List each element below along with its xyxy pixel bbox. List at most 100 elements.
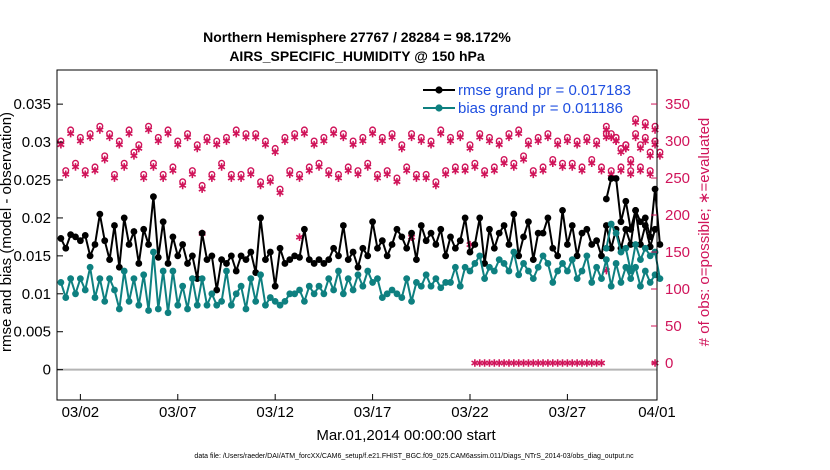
rmse-point-0-77 bbox=[432, 241, 440, 248]
obs-evaluated-marker-3-2 bbox=[62, 170, 70, 179]
bias-point-0-118 bbox=[632, 263, 639, 271]
obs-evaluated-marker-3-66 bbox=[373, 174, 382, 182]
bias-point-0-31 bbox=[208, 290, 216, 298]
rmse-point-0-52 bbox=[310, 260, 318, 267]
bias-point-0-61 bbox=[354, 271, 362, 279]
rmse-point-0-103 bbox=[559, 206, 566, 214]
obs-evaluated-marker-3-28 bbox=[188, 170, 197, 179]
obs-evaluated-marker-3-8 bbox=[91, 166, 99, 175]
bias-point-0-64 bbox=[369, 279, 376, 286]
rmse-point-0-82 bbox=[456, 237, 464, 245]
bias-point-0-41 bbox=[257, 271, 264, 279]
bias-point-1-1 bbox=[607, 220, 615, 228]
obs-evaluated-marker-3-34 bbox=[217, 163, 226, 171]
rmse-point-0-92 bbox=[505, 241, 513, 248]
bias-point-0-91 bbox=[500, 260, 508, 267]
obs-evaluated-marker-3-6 bbox=[81, 170, 89, 179]
bias-point-0-15 bbox=[130, 275, 138, 283]
rmse-point-0-66 bbox=[378, 237, 386, 245]
rmse-point-0-90 bbox=[495, 229, 503, 237]
bias-point-0-92 bbox=[505, 267, 513, 275]
bias-point-0-34 bbox=[223, 267, 230, 275]
bias-point-0-70 bbox=[398, 294, 406, 301]
rmse-point-0-98 bbox=[534, 229, 542, 237]
obs-evaluated-marker-3-58 bbox=[334, 174, 343, 182]
bias-point-0-42 bbox=[262, 301, 269, 309]
obs-evaluated-marker-3-89 bbox=[485, 137, 494, 145]
obs-evaluated-marker-3-12 bbox=[110, 174, 119, 182]
rmse-point-0-6 bbox=[86, 252, 94, 260]
bias-point-0-94 bbox=[515, 271, 523, 279]
rmse-point-0-42 bbox=[262, 256, 269, 264]
obs-evaluated-marker-3-14 bbox=[120, 163, 128, 171]
bias-point-0-100 bbox=[544, 260, 552, 267]
obs-evaluated-marker-3-37 bbox=[232, 129, 240, 138]
bias-point-0-88 bbox=[486, 263, 493, 271]
bias-point-0-72 bbox=[408, 297, 415, 305]
rmse-point-0-75 bbox=[422, 237, 430, 245]
obs-evaluated-marker-3-24 bbox=[169, 166, 177, 175]
obs-evaluated-marker-3-101 bbox=[544, 133, 552, 142]
obs-evaluated-marker-3-44 bbox=[266, 177, 275, 186]
obs-evaluated-marker-3-124 bbox=[602, 126, 611, 134]
obs-evaluated-marker-3-19 bbox=[144, 126, 153, 134]
bias-point-0-51 bbox=[305, 282, 313, 290]
rmse-point-0-39 bbox=[247, 248, 255, 256]
rmse-point-0-97 bbox=[529, 256, 537, 264]
obs-evaluated-marker-3-81 bbox=[446, 137, 455, 145]
chart-title: Northern Hemisphere 27767 / 28284 = 98.1… bbox=[203, 29, 511, 45]
rmse-point-0-64 bbox=[369, 218, 376, 226]
rmse-point-1-0 bbox=[602, 195, 610, 203]
obs-evaluated-marker-3-77 bbox=[427, 140, 435, 149]
bias-point-0-6 bbox=[86, 263, 94, 271]
obs-evaluated-marker-3-79 bbox=[437, 129, 445, 138]
x-tick-label-6: 04/01 bbox=[638, 404, 676, 421]
y-tick-label-6: 0.03 bbox=[22, 134, 51, 151]
rmse-point-1-8 bbox=[641, 214, 649, 222]
y-tick-label-3: 0.015 bbox=[13, 248, 51, 265]
y-tick-label-0: 0 bbox=[43, 362, 51, 379]
rmse-point-1-11 bbox=[656, 241, 664, 248]
rmse-point-0-17 bbox=[140, 225, 148, 233]
bias-point-0-56 bbox=[330, 286, 338, 294]
obs-evaluated-marker-3-63 bbox=[359, 137, 367, 145]
obs-evaluated-marker-3-78 bbox=[432, 181, 440, 190]
rmse-point-0-89 bbox=[490, 244, 498, 252]
rmse-point-0-47 bbox=[286, 256, 294, 264]
bias-point-0-3 bbox=[72, 290, 79, 298]
rmse-point-0-15 bbox=[130, 228, 138, 235]
bias-point-0-54 bbox=[320, 290, 328, 298]
rmse-point-0-12 bbox=[115, 263, 123, 271]
rmse-point-0-113 bbox=[607, 244, 615, 252]
obs-evaluated-marker-3-71 bbox=[398, 144, 406, 153]
obs-evaluated-marker-3-108 bbox=[578, 166, 586, 175]
y2-tick-label-1: 50 bbox=[665, 318, 682, 335]
y2-tick-label-2: 100 bbox=[665, 281, 690, 298]
bias-point-1-8 bbox=[641, 244, 649, 252]
rmse-point-0-21 bbox=[159, 218, 167, 226]
obs-evaluated-marker-3-110 bbox=[588, 159, 596, 168]
rmse-point-0-25 bbox=[179, 241, 187, 248]
bias-point-0-109 bbox=[588, 279, 596, 286]
obs-evaluated-marker-3-72 bbox=[402, 166, 411, 175]
bias-point-0-120 bbox=[641, 267, 649, 275]
bias-point-0-78 bbox=[437, 284, 445, 292]
obs-evaluated-marker-3-93 bbox=[505, 133, 513, 142]
rmse-point-1-9 bbox=[646, 233, 654, 241]
rmse-point-0-9 bbox=[101, 237, 109, 245]
obs-evaluated-marker-3-35 bbox=[222, 137, 231, 145]
rmse-point-0-55 bbox=[325, 256, 333, 264]
obs-evaluated-marker-3-18 bbox=[139, 174, 148, 182]
bias-point-0-75 bbox=[422, 271, 430, 279]
rmse-point-0-81 bbox=[451, 244, 459, 252]
legend-bias-label: bias grand pr = 0.011186 bbox=[458, 100, 623, 117]
bias-point-0-119 bbox=[637, 282, 644, 290]
chart-subtitle: AIRS_SPECIFIC_HUMIDITY @ 150 hPa bbox=[229, 48, 485, 64]
bias-point-0-18 bbox=[145, 307, 152, 314]
bias-point-0-40 bbox=[252, 297, 260, 305]
rmse-point-0-41 bbox=[257, 214, 264, 222]
rmse-point-0-107 bbox=[578, 229, 586, 237]
bias-point-0-87 bbox=[481, 275, 488, 283]
obs-evaluated-marker-3-94 bbox=[510, 163, 518, 171]
